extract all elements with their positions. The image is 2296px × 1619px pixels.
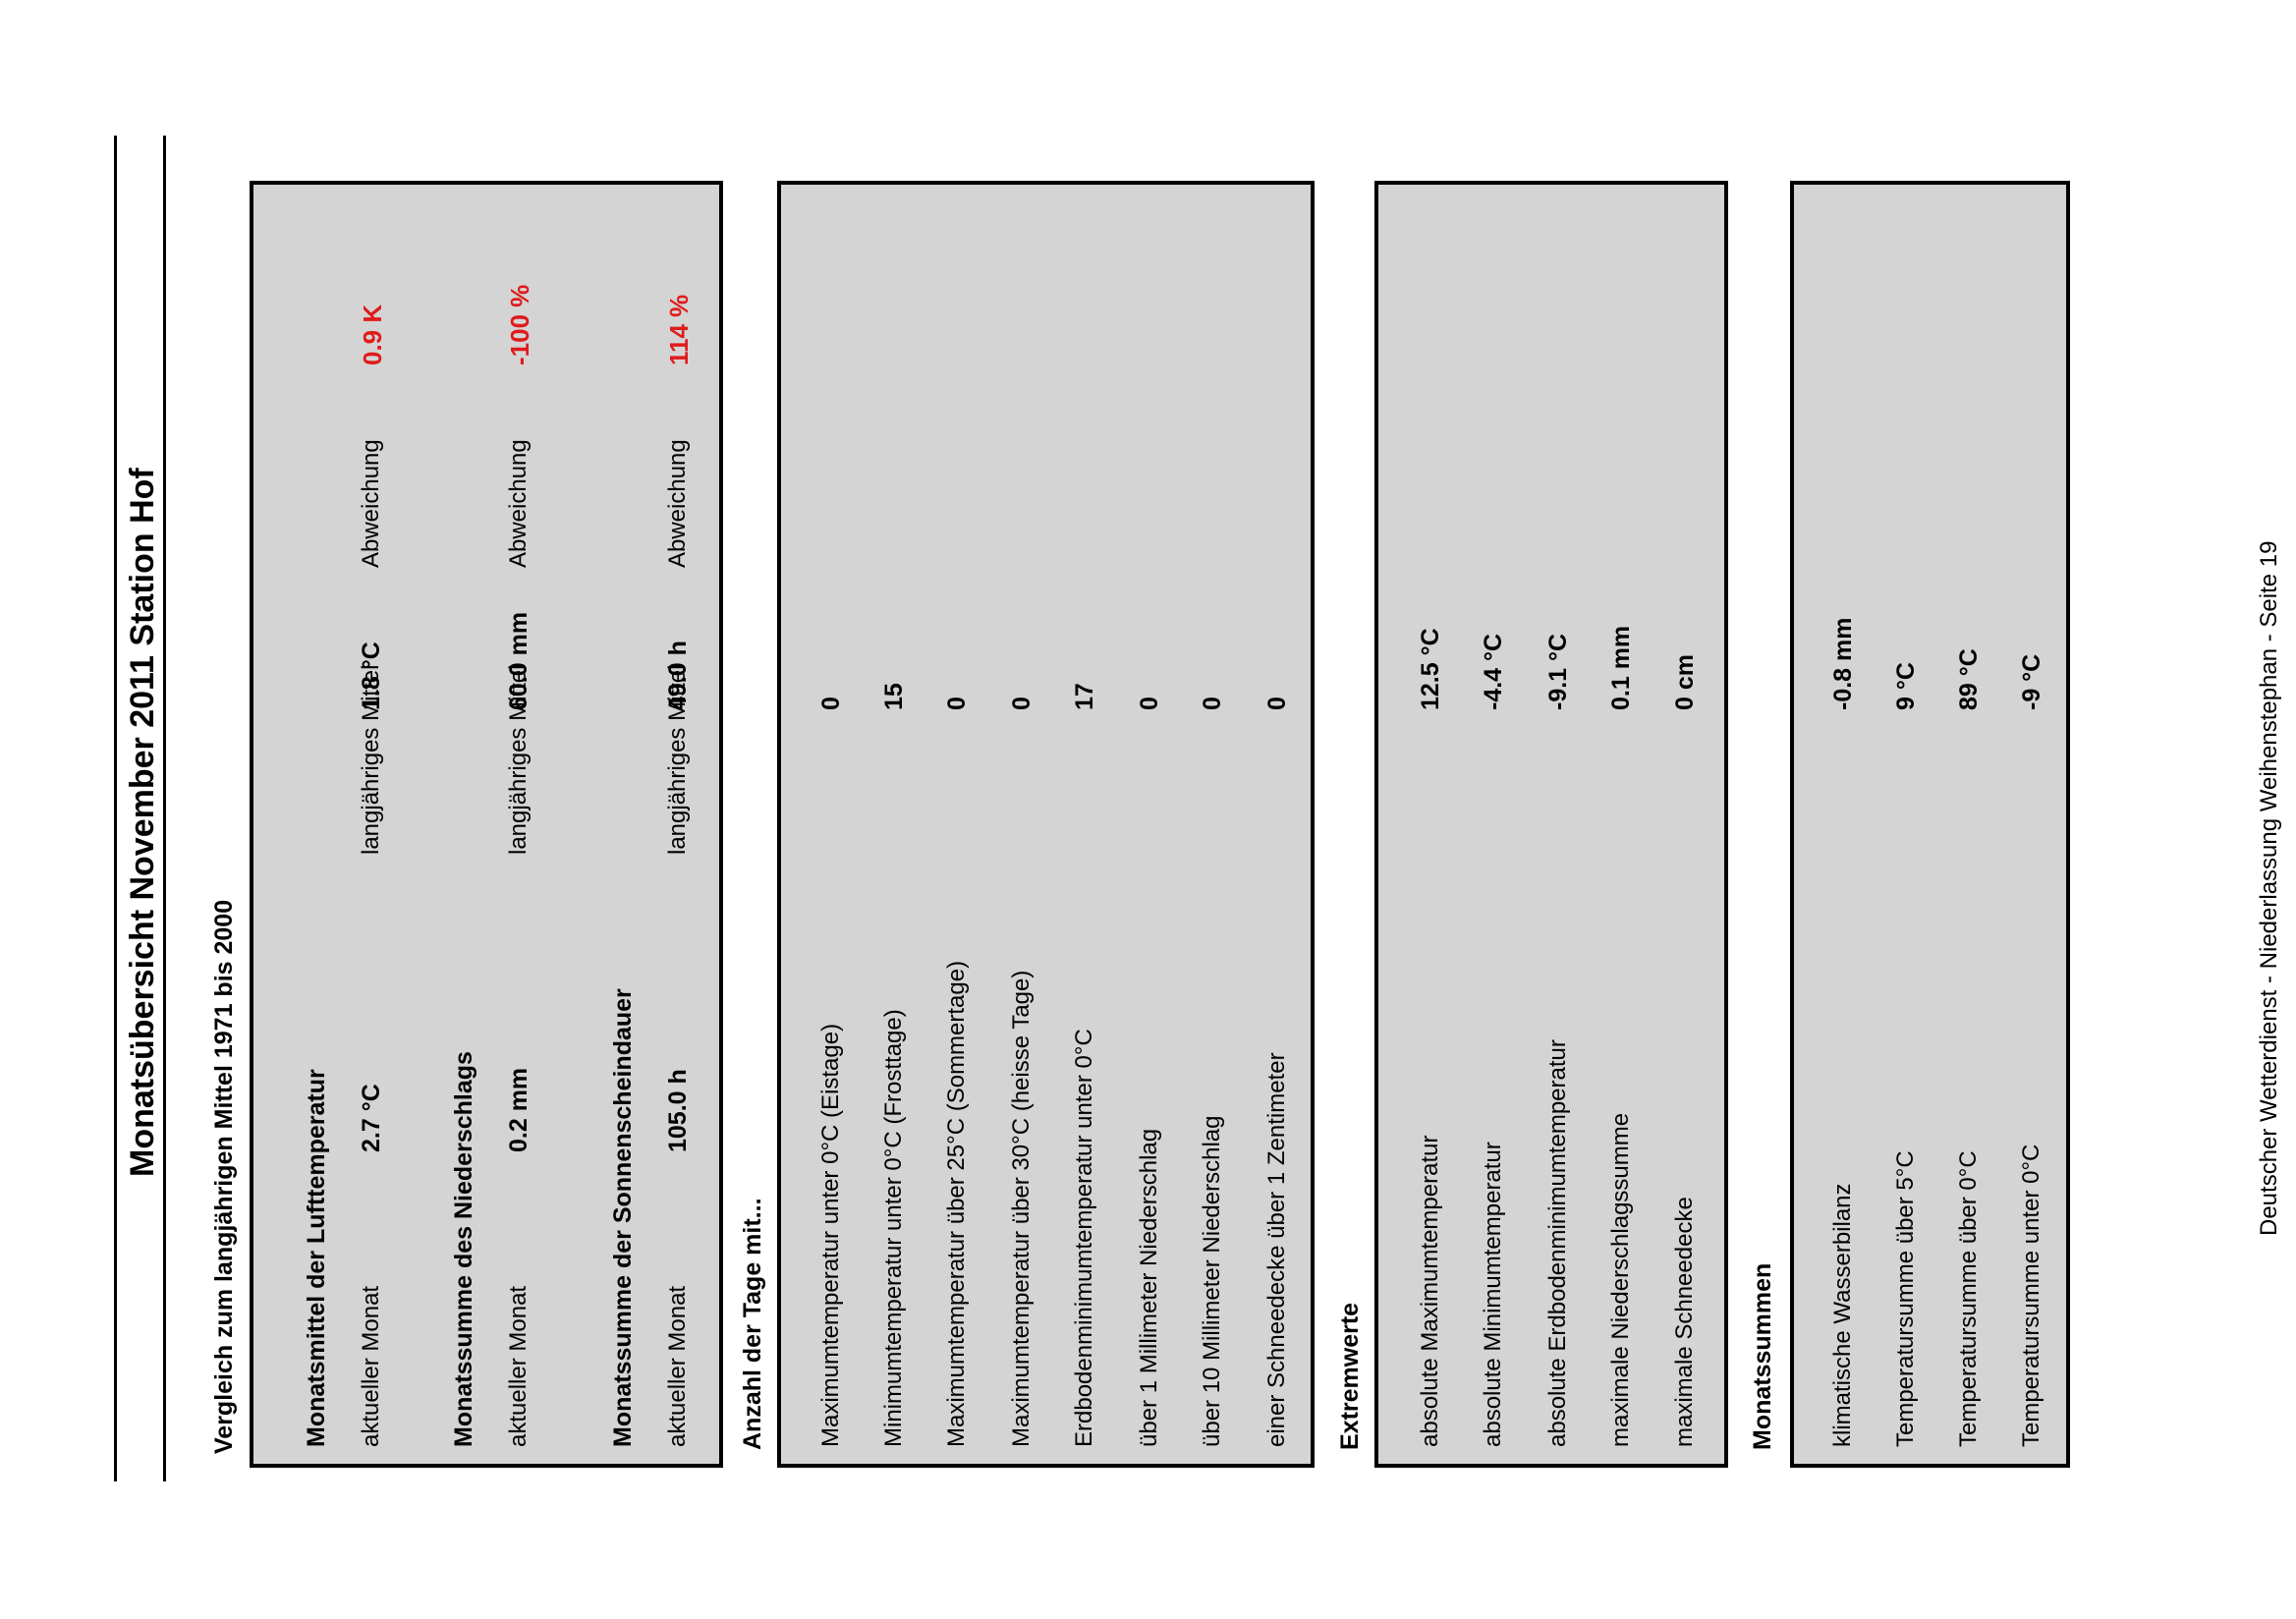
current-month-label: aktueller Monat (358, 1285, 384, 1447)
days-row-label: Maximumtemperatur über 25°C (Sommertage) (943, 960, 970, 1447)
deviation-value: 114 % (664, 294, 694, 365)
sums-row-label: Temperatursumme unter 0°C (2018, 1144, 2044, 1447)
days-row-value: 0 (1136, 697, 1163, 710)
current-month-value: 0.2 mm (505, 1067, 532, 1152)
extremes-row-label: absolute Maximumtemperatur (1417, 1135, 1443, 1447)
extremes-row-label: absolute Minimumtemperatur (1480, 1142, 1506, 1447)
days-row-value: 17 (1071, 683, 1098, 710)
extremes-row-label: maximale Schneedecke (1671, 1197, 1698, 1447)
deviation-label: Abweichung (664, 439, 691, 568)
days-row-label: Maximumtemperatur über 30°C (heisse Tage… (1008, 970, 1035, 1447)
sums-row-value: -9 °C (2018, 653, 2045, 710)
days-row-value: 0 (817, 697, 845, 710)
current-month-label: aktueller Monat (505, 1285, 532, 1447)
longterm-mean-value: 1.8 °C (358, 642, 385, 710)
sums-row-label: klimatische Wasserbilanz (1829, 1183, 1856, 1447)
title-rule-top (114, 136, 117, 1481)
sums-row-label: Temperatursumme über 5°C (1892, 1150, 1919, 1447)
days-row-label: Erdbodenminimumtemperatur unter 0°C (1071, 1029, 1097, 1447)
days-row-label: Maximumtemperatur unter 0°C (Eistage) (817, 1023, 844, 1447)
page-footer: Deutscher Wetterdienst - Niederlassung W… (2256, 540, 2282, 1237)
extremes-row-value: 0 cm (1671, 654, 1699, 710)
sums-row-value: 89 °C (1955, 648, 1983, 710)
precipitation-heading: Monatssumme des Niederschlags (450, 1051, 477, 1447)
days-row-value: 0 (1263, 697, 1291, 710)
days-row-label: einer Schneedecke über 1 Zentimeter (1263, 1052, 1290, 1447)
extremes-row-label: maximale Niederschlagssumme (1607, 1112, 1634, 1447)
days-row-label: Minimumtemperatur unter 0°C (Frosttage) (880, 1009, 907, 1447)
sums-row-value: 9 °C (1892, 662, 1920, 710)
days-row-label: über 1 Millimeter Niederschlag (1136, 1128, 1162, 1447)
days-heading: Anzahl der Tage mit... (739, 1198, 766, 1450)
sums-row-value: -0.8 mm (1829, 617, 1857, 710)
days-row-value: 15 (880, 683, 908, 710)
extremes-row-value: 12.5 °C (1417, 628, 1444, 710)
deviation-label: Abweichung (505, 439, 532, 568)
current-month-value: 105.0 h (664, 1069, 692, 1152)
longterm-mean-value: 49.0 h (664, 641, 692, 710)
days-row-value: 0 (943, 697, 971, 710)
air-temperature-heading: Monatsmittel der Lufttemperatur (303, 1069, 330, 1447)
deviation-value: -100 % (505, 284, 534, 365)
current-month-label: aktueller Monat (664, 1285, 691, 1447)
extremes-row-value: -4.4 °C (1480, 633, 1507, 710)
days-box (777, 181, 1315, 1468)
longterm-mean-value: 60.0 mm (505, 611, 532, 710)
comparison-subtitle: Vergleich zum langjährigen Mittel 1971 b… (210, 899, 238, 1454)
extremes-row-value: 0.1 mm (1607, 625, 1635, 710)
extremes-heading: Extremwerte (1336, 1302, 1364, 1450)
days-row-label: über 10 Millimeter Niederschlag (1199, 1115, 1225, 1447)
extremes-row-value: -9.1 °C (1544, 633, 1572, 710)
current-month-value: 2.7 °C (358, 1084, 385, 1152)
sums-row-label: Temperatursumme über 0°C (1955, 1150, 1982, 1447)
extremes-row-label: absolute Erdbodenminimumtemperatur (1544, 1039, 1571, 1447)
days-row-value: 0 (1008, 697, 1036, 710)
deviation-label: Abweichung (358, 439, 384, 568)
title-rule-bottom (163, 136, 166, 1481)
days-row-value: 0 (1199, 697, 1226, 710)
page-title: Monatsübersicht November 2011 Station Ho… (124, 468, 161, 1177)
deviation-value: 0.9 K (358, 304, 387, 365)
sunshine-heading: Monatssumme der Sonnenscheindauer (609, 988, 637, 1447)
monthly-sums-heading: Monatssummen (1749, 1262, 1776, 1450)
